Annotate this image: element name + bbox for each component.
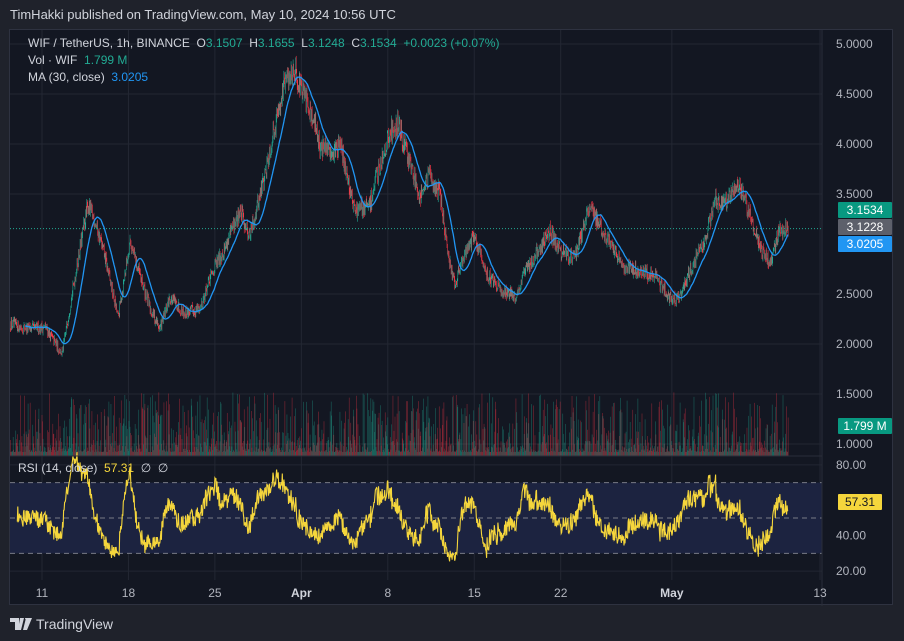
open-value: 3.1507 <box>205 36 243 50</box>
rsi-extra-1: ∅ <box>140 461 152 475</box>
ma-line <box>24 76 789 345</box>
price-tick: 1.0000 <box>836 437 873 451</box>
volume-value: 1.799 M <box>84 53 128 67</box>
price-tick: 5.0000 <box>836 37 873 51</box>
symbol-name: WIF / TetherUS, 1h, BINANCE <box>28 36 190 50</box>
rsi-tag: 57.31 <box>838 494 882 510</box>
change-value: +0.0023 (+0.07%) <box>403 36 500 50</box>
ma-legend[interactable]: MA (30, close) 3.0205 <box>28 70 148 84</box>
rsi-label: RSI (14, close) <box>18 461 98 475</box>
footer-brand[interactable]: TradingView <box>10 616 113 632</box>
ma-value: 3.0205 <box>111 70 149 84</box>
time-tick: 8 <box>384 586 391 600</box>
volume-legend[interactable]: Vol · WIF 1.799 M <box>28 53 127 67</box>
time-tick: 15 <box>468 586 482 600</box>
time-tick: 11 <box>36 586 49 600</box>
rsi-level-lines <box>10 482 822 554</box>
volume-bars <box>10 392 789 456</box>
price-tick: 3.5000 <box>836 187 873 201</box>
rsi-extra-2: ∅ <box>157 461 169 475</box>
chart-panel[interactable]: 5.0000 4.5000 4.0000 3.5000 2.5000 2.0000 1.50… <box>9 29 894 606</box>
chart-canvas[interactable]: 5.0000 4.5000 4.0000 3.5000 2.5000 2.0000 1.50… <box>10 30 894 606</box>
low-value: 3.1248 <box>307 36 345 50</box>
time-tick: 18 <box>122 586 136 600</box>
price-tick: 1.5000 <box>836 387 873 401</box>
rsi-legend[interactable]: RSI (14, close) 57.31 ∅ ∅ <box>18 461 168 475</box>
price-tick: 4.5000 <box>836 87 873 101</box>
low-label: L <box>301 36 308 50</box>
brand-name: TradingView <box>36 616 114 632</box>
candles <box>10 55 789 357</box>
tradingview-logo-icon <box>10 618 32 630</box>
price-tick: 2.0000 <box>836 337 873 351</box>
rsi-tick: 20.00 <box>836 564 866 578</box>
time-tick: Apr <box>291 586 312 600</box>
symbol-legend[interactable]: WIF / TetherUS, 1h, BINANCE O3.1507 H3.1… <box>28 36 499 50</box>
time-tick: May <box>660 586 684 600</box>
high-value: 3.1655 <box>257 36 295 50</box>
prev-price-tag: 3.1228 <box>838 219 892 235</box>
rsi-value: 57.31 <box>104 461 135 475</box>
price-tick: 4.0000 <box>836 137 873 151</box>
time-tick: 22 <box>554 586 568 600</box>
time-axis: 11 18 25 Apr 8 15 22 May 13 <box>36 586 827 600</box>
volume-label: Vol · WIF <box>28 53 78 67</box>
time-tick: 25 <box>208 586 222 600</box>
rsi-line <box>16 452 789 562</box>
rsi-tick: 40.00 <box>836 529 866 543</box>
last-price-tag: 3.1534 <box>838 202 892 218</box>
price-tick: 2.5000 <box>836 287 873 301</box>
ma-label: MA (30, close) <box>28 70 105 84</box>
ma-price-tag: 3.0205 <box>838 236 892 252</box>
high-label: H <box>249 36 258 50</box>
volume-tag: 1.799 M <box>838 418 892 434</box>
rsi-tick: 80.00 <box>836 458 866 472</box>
price-axis: 5.0000 4.5000 4.0000 3.5000 2.5000 2.0000 1.50… <box>836 37 873 451</box>
time-tick: 13 <box>813 586 827 600</box>
open-label: O <box>196 36 206 50</box>
close-label: C <box>351 36 360 50</box>
rsi-axis: 80.00 40.00 20.00 <box>836 458 866 578</box>
close-value: 3.1534 <box>360 36 397 50</box>
publish-header: TimHakki published on TradingView.com, M… <box>10 7 396 22</box>
